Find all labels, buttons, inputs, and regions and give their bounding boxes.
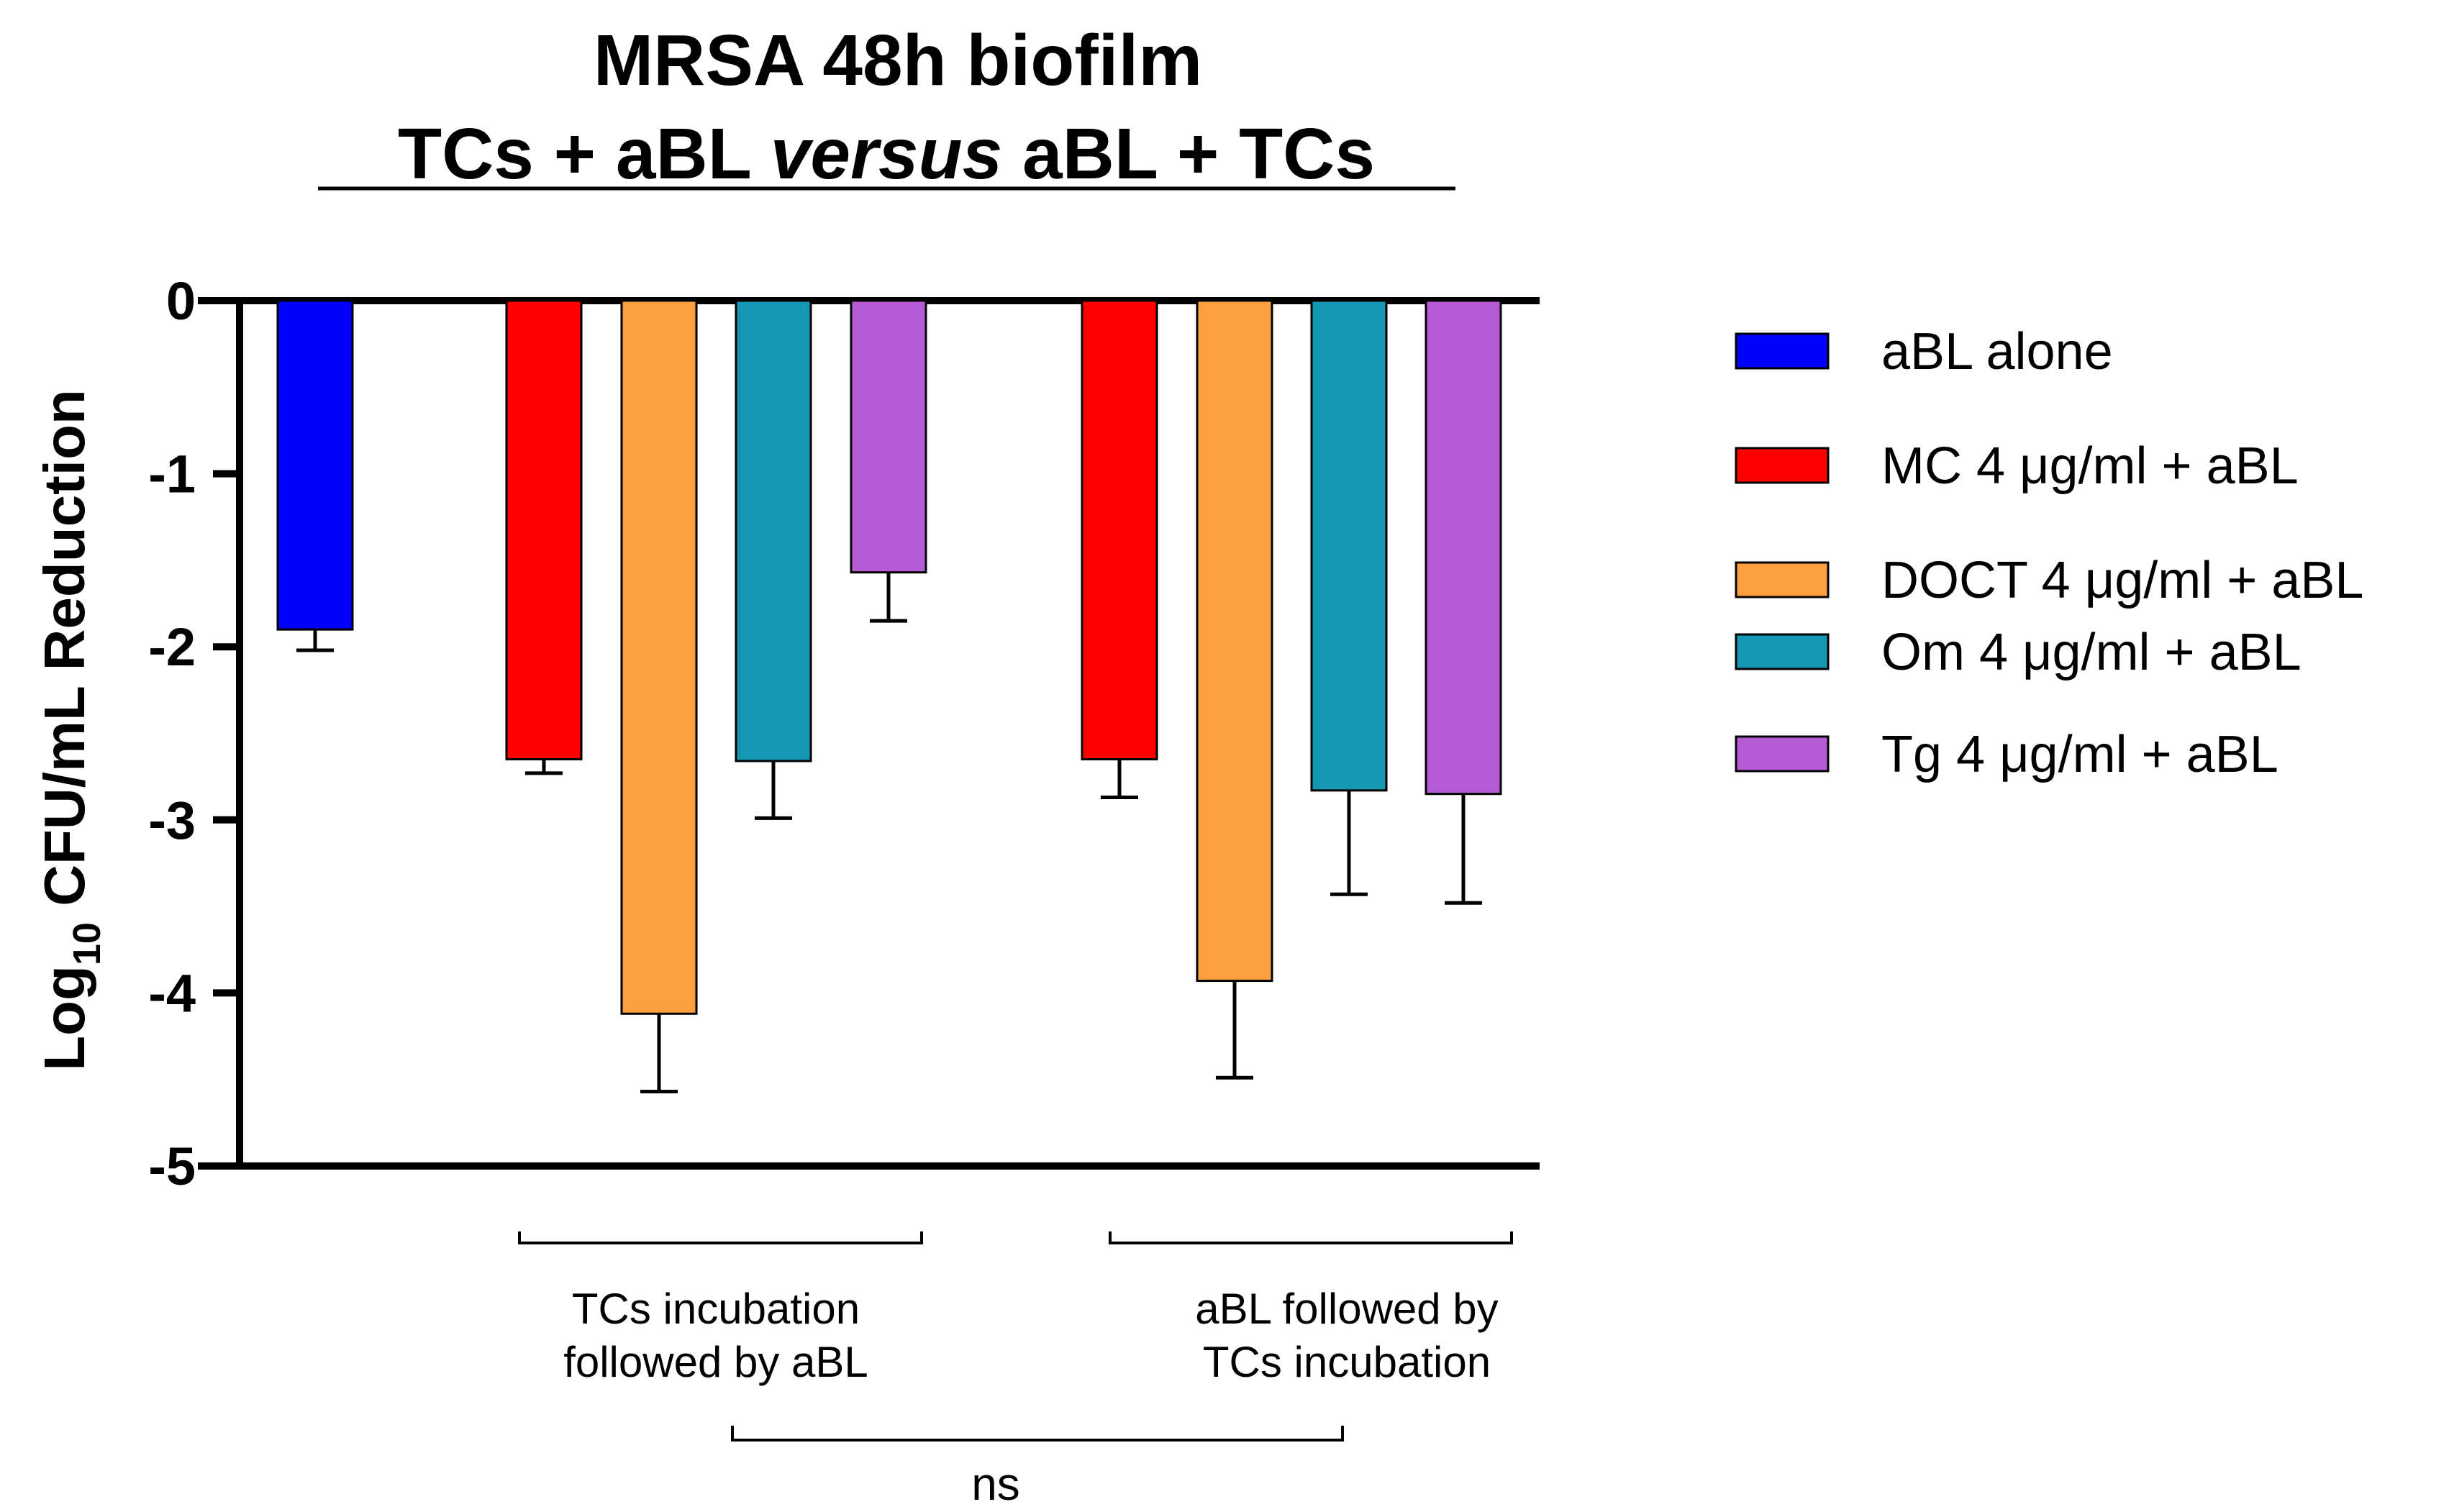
comparison-bracket — [731, 1426, 1344, 1442]
y-tick-label: -2 — [148, 617, 196, 677]
bar — [1081, 299, 1158, 761]
group-1-label-line1: TCs incubation — [572, 1285, 860, 1333]
y-tick-label: -5 — [148, 1137, 196, 1196]
group-2-label-line1: aBL followed by — [1195, 1285, 1498, 1333]
y-axis-label-subscript: 10 — [65, 922, 109, 965]
legend-swatch — [1735, 633, 1830, 670]
bar — [620, 299, 698, 1015]
chart-title-line1: MRSA 48h biofilm — [594, 20, 1202, 101]
title-part3: aBL + TCs — [1002, 114, 1375, 194]
y-ticks: 0 -1 -2 -3 -4 -5 — [148, 271, 240, 1196]
legend: aBL alone MC 4 μg/ml + aBL DOCT 4 μg/ml + … — [1735, 323, 2363, 783]
bar — [1196, 299, 1273, 983]
legend-swatch — [1735, 332, 1830, 370]
y-tick-label: 0 — [166, 271, 196, 331]
y-axis-label-prefix: Log — [32, 965, 96, 1071]
legend-label: DOCT 4 μg/ml + aBL — [1881, 552, 2363, 609]
group-bracket-2 — [1109, 1231, 1513, 1244]
title-part1: TCs + aBL — [398, 114, 771, 194]
bar — [1310, 299, 1388, 792]
legend-swatch — [1735, 447, 1830, 484]
legend-label: Tg 4 μg/ml + aBL — [1881, 726, 2278, 783]
bar — [850, 299, 927, 574]
y-axis-label: Log10 CFU/mL Reduction — [32, 389, 109, 1070]
chart-title-line2: TCs + aBL versus aBL + TCs — [398, 114, 1375, 194]
legend-swatch — [1735, 561, 1830, 598]
group-2-label-line2: TCs incubation — [1203, 1338, 1491, 1386]
y-axis-label-suffix: CFU/mL Reduction — [32, 389, 96, 922]
legend-label: aBL alone — [1881, 323, 2113, 381]
bar — [735, 299, 812, 762]
bar — [1425, 299, 1502, 796]
group-1-label-line2: followed by aBL — [563, 1338, 868, 1386]
bar — [276, 299, 354, 631]
y-tick-label: -4 — [148, 963, 196, 1023]
y-tick-label: -3 — [148, 791, 196, 850]
legend-label: MC 4 μg/ml + aBL — [1881, 437, 2299, 495]
bars — [276, 299, 1502, 1094]
comparison-label: ns — [971, 1458, 1020, 1510]
legend-swatch — [1735, 735, 1830, 773]
y-tick-label: -1 — [148, 445, 196, 504]
group-bracket-1 — [518, 1231, 923, 1244]
legend-label: Om 4 μg/ml + aBL — [1881, 624, 2302, 681]
title-part2-italic: versus — [771, 114, 1002, 194]
bar — [505, 299, 583, 761]
